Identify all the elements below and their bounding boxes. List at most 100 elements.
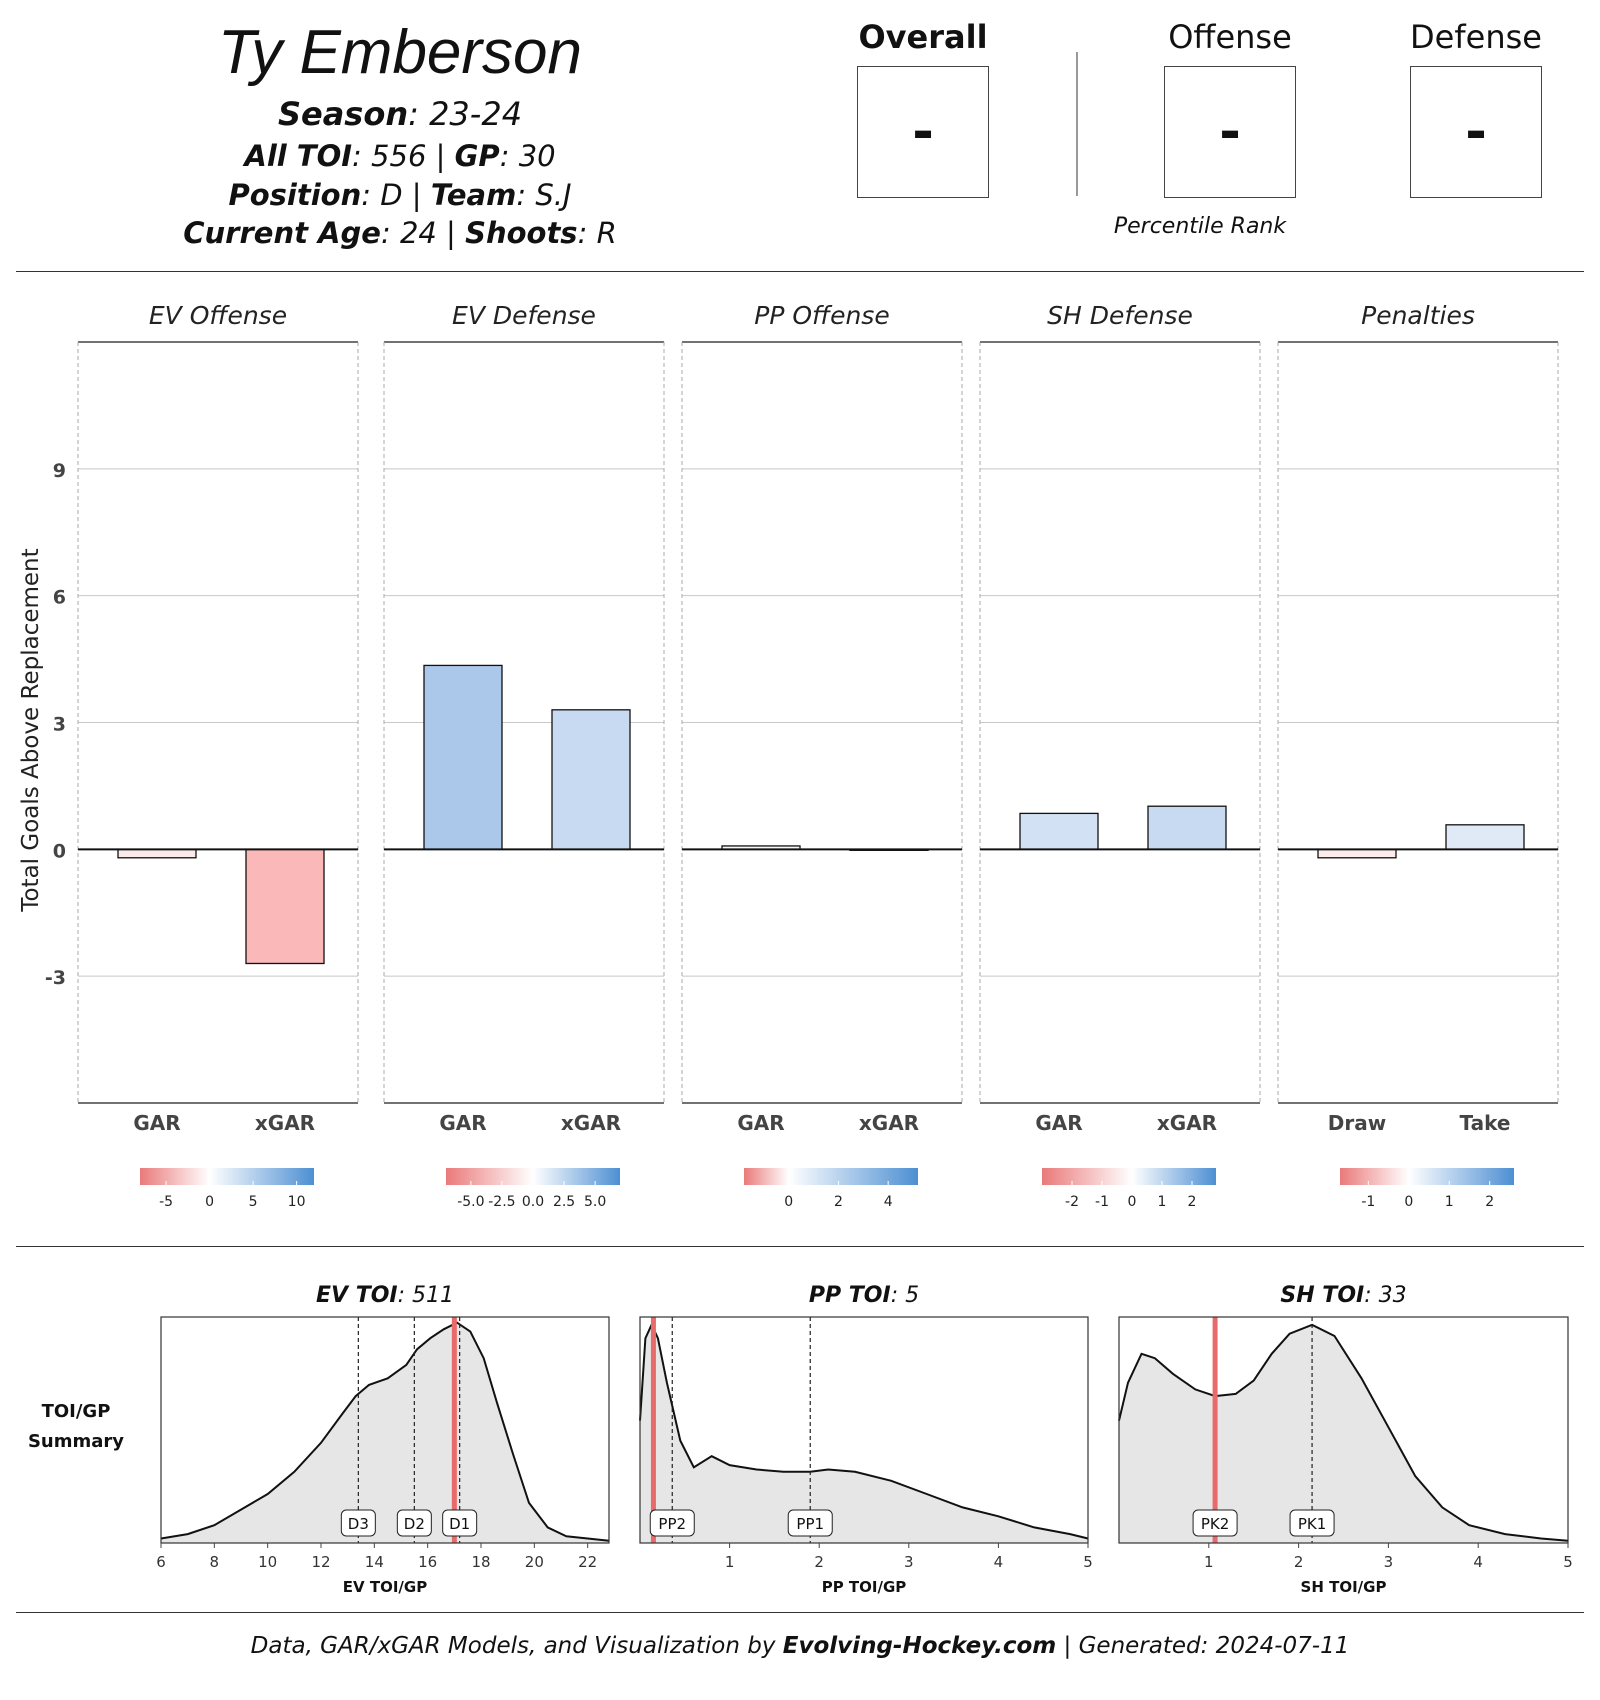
age-label: Current Age (183, 216, 381, 250)
y-tick-label: 3 (53, 714, 66, 736)
y-tick-label: -3 (45, 967, 66, 989)
marker-label-pk2: PK2 (1201, 1515, 1229, 1533)
legend-tick-label: 5 (249, 1194, 258, 1210)
marker-label-d2: D2 (404, 1515, 425, 1533)
x-tick-label: xGAR (1157, 1111, 1217, 1135)
x-tick-label: 3 (904, 1553, 914, 1571)
toi-title-value: : 33 (1364, 1283, 1406, 1308)
gar-panel-pp-offense: PP Offense GAR xGAR 0 2 4 (681, 301, 963, 1210)
toi-title-label: PP TOI (809, 1283, 891, 1308)
overall-rank: Overall - (857, 14, 989, 198)
legend-tick-label: 2 (1485, 1194, 1494, 1210)
offense-rank: Offense - (1164, 14, 1296, 198)
x-tick-label: 1 (1204, 1553, 1214, 1571)
panel-title: EV Offense (149, 301, 287, 330)
x-tick-label: Draw (1328, 1111, 1386, 1135)
panel-title: EV Defense (452, 301, 596, 330)
x-tick-label: 3 (1384, 1553, 1394, 1571)
gar-panel-ev-offense: EV Offense GAR xGAR -5 0 5 10 (77, 301, 359, 1210)
panel-title: SH Defense (1047, 301, 1193, 330)
percentile-caption: Percentile Rank (1113, 214, 1287, 239)
bar-take (1445, 824, 1525, 850)
legend-tick-label: 1 (1158, 1194, 1167, 1210)
x-tick-label: 14 (365, 1553, 384, 1571)
toi-panel-title: EV TOI: 511 (316, 1283, 454, 1308)
x-tick-label: 18 (471, 1553, 490, 1571)
bar-gar (423, 664, 503, 850)
toi-panel-title: PP TOI: 5 (809, 1283, 919, 1308)
density-area (640, 1324, 1088, 1543)
x-axis-label: EV TOI/GP (343, 1578, 427, 1596)
footer: Data, GAR/xGAR Models, and Visualization… (0, 1633, 1600, 1659)
density-curve (1118, 1323, 1569, 1542)
gar-panel-ev-defense: EV Defense GAR xGAR -5.0 -2.5 0.0 2.5 5.0 (383, 301, 665, 1210)
legend-tick-label: 2 (834, 1194, 843, 1210)
gar-chart: Total Goals Above Replacement -3 0 3 6 9 EV O… (18, 301, 1559, 1210)
legend-tick-label: 10 (288, 1194, 306, 1210)
legend-tick-label: -1 (1361, 1194, 1375, 1210)
marker-box (396, 1509, 432, 1537)
player-name: Ty Emberson (217, 18, 583, 87)
x-tick-label: 8 (210, 1553, 220, 1571)
bar-gar (117, 848, 197, 859)
toi-panel-title: SH TOI: 33 (1280, 1283, 1406, 1308)
legend-tick-label: 0 (1128, 1194, 1137, 1210)
x-tick-label: 1 (725, 1553, 735, 1571)
marker-box (1192, 1509, 1238, 1537)
toi-panel-ev-toi: EV TOI: 511 D3 D2 D1 6 8 10 12 14 16 18 20 22 EV TOI/… (156, 1283, 610, 1596)
x-tick-label: 4 (1473, 1553, 1483, 1571)
toi-panel-frame (639, 1316, 1089, 1544)
marker-label-pk1: PK1 (1298, 1515, 1326, 1533)
x-tick-label: GAR (133, 1111, 180, 1135)
x-tick-label: xGAR (859, 1111, 919, 1135)
x-tick-label: 5 (1083, 1553, 1093, 1571)
toi-panel-sh-toi: SH TOI: 33 PK2 PK1 1 2 3 4 5 SH TOI/GP (1118, 1283, 1573, 1596)
x-tick-label: GAR (737, 1111, 784, 1135)
offense-label: Offense (1168, 18, 1292, 56)
x-tick-label: 20 (525, 1553, 544, 1571)
legend-tick-label: 0.0 (522, 1194, 544, 1210)
toi-title-value: : 5 (891, 1283, 919, 1308)
x-tick-label: GAR (1035, 1111, 1082, 1135)
position-team-line: Position: D | Team: S.J (228, 178, 572, 212)
gar-panel-sh-defense: SH Defense GAR xGAR -2 -1 0 1 2 (979, 301, 1261, 1210)
team-value: S.J (535, 178, 572, 212)
toi-gp-line: All TOI: 556 | GP: 30 (244, 139, 556, 173)
toi-panel-frame (160, 1316, 610, 1544)
toi-row-label-line1: TOI/GP (41, 1401, 111, 1422)
toi-label: All TOI (244, 139, 353, 173)
x-axis-label: PP TOI/GP (822, 1578, 907, 1596)
color-legend-bar (140, 1168, 314, 1185)
x-tick-label: 6 (156, 1553, 166, 1571)
legend-tick-label: 0 (784, 1194, 793, 1210)
footer-prefix: Data, GAR/xGAR Models, and Visualization… (250, 1633, 783, 1659)
legend-tick-label: -2 (1065, 1194, 1079, 1210)
gar-panel-penalties: Penalties Draw Take -1 0 1 2 (1277, 301, 1559, 1210)
x-tick-label: xGAR (561, 1111, 621, 1135)
defense-value: - (1465, 102, 1487, 162)
y-tick-label: 0 (53, 840, 66, 862)
position-value: D (380, 178, 403, 212)
marker-box (1289, 1509, 1335, 1537)
marker-label-d3: D3 (348, 1515, 369, 1533)
divider-middle (16, 1246, 1584, 1247)
legend-tick-label: 2.5 (553, 1194, 575, 1210)
season-line: Season: 23-24 (277, 95, 523, 133)
legend-tick-label: -2.5 (488, 1194, 515, 1210)
bar-draw (1317, 848, 1397, 859)
toi-title-label: EV TOI (316, 1283, 398, 1308)
color-legend-bar (744, 1168, 918, 1185)
position-label: Position (228, 178, 362, 212)
x-tick-label: 4 (994, 1553, 1004, 1571)
legend-tick-label: 1 (1445, 1194, 1454, 1210)
x-tick-label: 22 (578, 1553, 597, 1571)
age-shoots-line: Current Age: 24 | Shoots: R (183, 216, 617, 250)
legend-tick-label: -5.0 (457, 1194, 484, 1210)
color-legend-bar (446, 1168, 620, 1185)
density-area (161, 1322, 609, 1543)
bar-xgar (1147, 805, 1227, 850)
shoots-value: R (596, 216, 617, 250)
color-legend-bar (1340, 1168, 1514, 1185)
toi-title-label: SH TOI (1280, 1283, 1364, 1308)
